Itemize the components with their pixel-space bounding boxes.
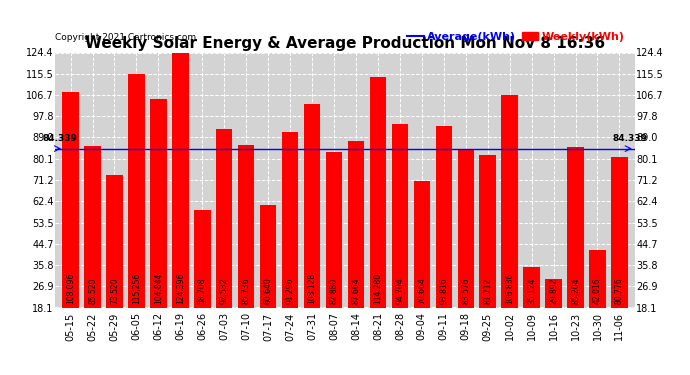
Bar bbox=[128, 74, 145, 351]
Bar bbox=[524, 267, 540, 351]
Bar bbox=[84, 146, 101, 351]
Bar bbox=[545, 279, 562, 351]
Text: 93.816: 93.816 bbox=[440, 278, 449, 304]
Text: 85.204: 85.204 bbox=[571, 278, 580, 304]
Text: 35.124: 35.124 bbox=[527, 278, 536, 304]
Bar bbox=[392, 124, 408, 351]
Bar bbox=[502, 94, 518, 351]
Text: 94.704: 94.704 bbox=[395, 277, 404, 304]
Bar bbox=[435, 126, 452, 351]
Bar bbox=[238, 145, 255, 351]
Bar bbox=[282, 132, 298, 351]
Text: 91.296: 91.296 bbox=[286, 278, 295, 304]
Text: 124.396: 124.396 bbox=[176, 273, 185, 304]
Text: 29.892: 29.892 bbox=[549, 278, 558, 304]
Bar bbox=[611, 157, 628, 351]
Text: 106.836: 106.836 bbox=[505, 273, 514, 304]
Legend: Average(kWh), Weekly(kWh): Average(kWh), Weekly(kWh) bbox=[403, 27, 629, 46]
Bar bbox=[216, 129, 233, 351]
Text: 80.776: 80.776 bbox=[615, 277, 624, 304]
Text: 85.736: 85.736 bbox=[241, 277, 250, 304]
Text: 60.640: 60.640 bbox=[264, 277, 273, 304]
Bar bbox=[62, 92, 79, 351]
Text: 42.016: 42.016 bbox=[593, 278, 602, 304]
Text: 81.712: 81.712 bbox=[483, 278, 492, 304]
Text: 82.880: 82.880 bbox=[330, 278, 339, 304]
Text: 84.339: 84.339 bbox=[42, 134, 77, 142]
Text: 115.256: 115.256 bbox=[132, 273, 141, 304]
Bar bbox=[348, 141, 364, 351]
Text: 87.664: 87.664 bbox=[351, 277, 360, 304]
Bar bbox=[194, 210, 210, 351]
Text: Copyright 2021 Cartronics.com: Copyright 2021 Cartronics.com bbox=[55, 33, 197, 42]
Text: 114.280: 114.280 bbox=[373, 273, 382, 304]
Text: 92.532: 92.532 bbox=[219, 278, 229, 304]
Text: 108.096: 108.096 bbox=[66, 273, 75, 304]
Bar bbox=[260, 206, 277, 351]
Bar bbox=[589, 250, 606, 351]
Bar bbox=[106, 174, 123, 351]
Bar bbox=[370, 77, 386, 351]
Title: Weekly Solar Energy & Average Production Mon Nov 8 16:36: Weekly Solar Energy & Average Production… bbox=[85, 36, 605, 51]
Bar bbox=[150, 99, 166, 351]
Bar bbox=[304, 104, 320, 351]
Bar bbox=[413, 182, 430, 351]
Text: 58.708: 58.708 bbox=[198, 278, 207, 304]
Text: 104.844: 104.844 bbox=[154, 273, 163, 304]
Text: 84.339: 84.339 bbox=[613, 134, 648, 142]
Bar bbox=[480, 155, 496, 351]
Bar bbox=[457, 150, 474, 351]
Text: 103.128: 103.128 bbox=[308, 273, 317, 304]
Text: 70.664: 70.664 bbox=[417, 277, 426, 304]
Text: 85.520: 85.520 bbox=[88, 278, 97, 304]
Bar bbox=[567, 147, 584, 351]
Text: 73.520: 73.520 bbox=[110, 277, 119, 304]
Bar bbox=[172, 53, 188, 351]
Bar bbox=[326, 152, 342, 351]
Text: 83.576: 83.576 bbox=[461, 277, 471, 304]
